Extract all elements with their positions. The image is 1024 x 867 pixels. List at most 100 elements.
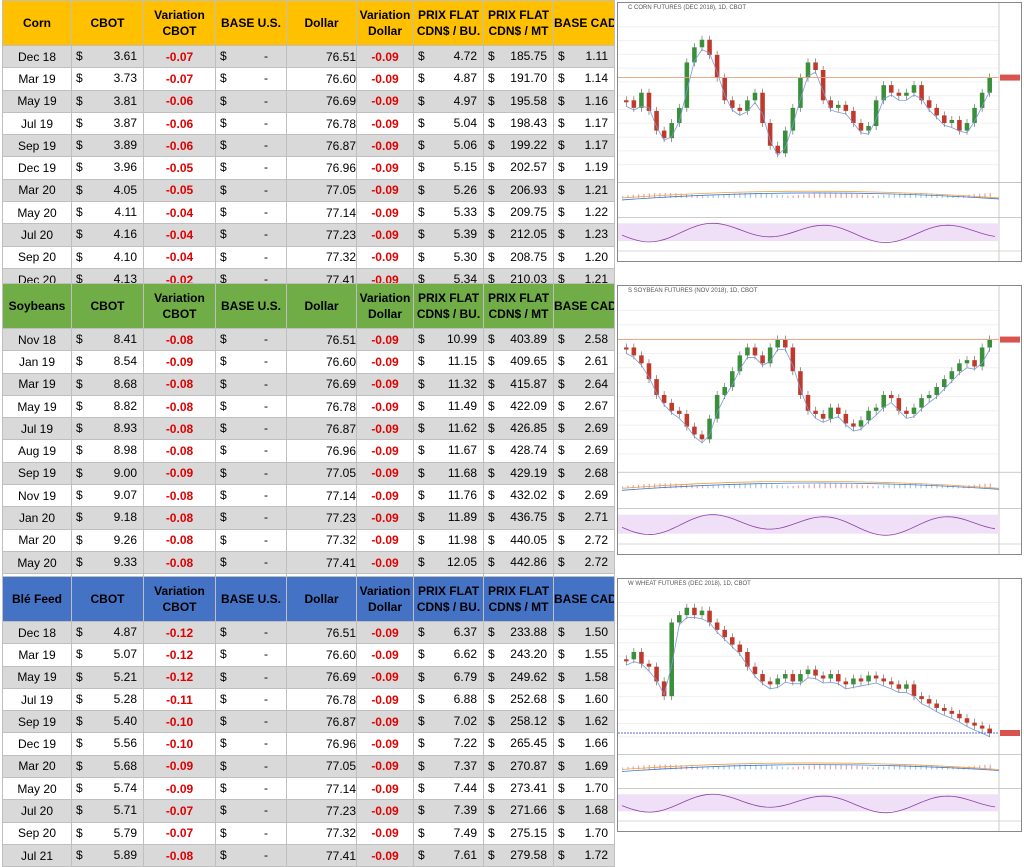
currency-symbol: $ <box>558 332 565 346</box>
currency-symbol: $ <box>558 49 565 63</box>
currency-symbol: $ <box>220 115 227 130</box>
col-variation-dollar: Variation Dollar <box>356 283 414 329</box>
table-row: Dec 19 $3.96 -0.05 $ -76.96 -0.09 $5.15 $202.57… <box>2 156 615 180</box>
currency-symbol: $ <box>220 758 227 773</box>
contract-month: Jan 19 <box>2 350 72 374</box>
base-us-value: - <box>264 554 268 569</box>
soybean-futures-chart[interactable]: S SOYBEAN FUTURES (NOV 2018), 1D, CBOT <box>617 285 1022 555</box>
corn-chart-svg <box>618 3 1021 261</box>
currency-symbol: $ <box>418 532 425 547</box>
variation-cbot: -0.11 <box>143 687 216 712</box>
table-row: May 19 $3.81 -0.06 $ -76.69 -0.09 $4.97 $195.58… <box>2 89 615 113</box>
base-us-value: - <box>264 271 268 286</box>
prix-flat-bu-value: 11.89 <box>447 510 477 525</box>
contract-month: Dec 19 <box>2 156 72 180</box>
base-us-value: - <box>264 138 268 153</box>
base-cad: $1.68 <box>553 799 615 823</box>
currency-symbol: $ <box>488 532 495 547</box>
prix-flat-bu-value: 12.05 <box>446 554 477 569</box>
cbot-price: $9.18 <box>71 506 144 530</box>
base-cad-value: 1.55 <box>584 647 608 662</box>
wheat-section: Blé Feed CBOT Variation CBOT BASE U.S. D… <box>0 576 1024 867</box>
currency-symbol: $ <box>418 271 425 286</box>
base-cad: $1.58 <box>553 665 615 689</box>
base-cad-value: 2.68 <box>584 465 608 480</box>
variation-cbot: -0.12 <box>143 643 216 667</box>
currency-symbol: $ <box>558 227 565 242</box>
currency-symbol: $ <box>488 160 495 175</box>
currency-symbol: $ <box>558 398 565 413</box>
prix-flat-bu: $11.68 <box>413 461 484 486</box>
prix-flat-mt: $440.05 <box>483 528 554 552</box>
base-cad-value: 1.16 <box>584 93 608 108</box>
prix-flat-mt-value: 436.75 <box>510 510 547 525</box>
table-row: Sep 19 $5.40 -0.10 $ -76.87 -0.09 $7.02 $258.12… <box>2 710 615 734</box>
dollar-rate: 76.51 <box>286 620 357 645</box>
prix-flat-mt-value: 202.57 <box>510 160 547 175</box>
currency-symbol: $ <box>558 488 565 503</box>
base-cad-value: 2.69 <box>584 421 608 436</box>
cbot-price: $5.74 <box>71 777 144 801</box>
currency-symbol: $ <box>488 138 495 153</box>
base-us-value: - <box>264 398 268 413</box>
prix-flat-mt-value: 195.58 <box>510 93 547 108</box>
currency-symbol: $ <box>418 647 425 662</box>
currency-symbol: $ <box>220 803 227 818</box>
currency-symbol: $ <box>418 421 425 436</box>
currency-symbol: $ <box>220 465 227 480</box>
col-prix-flat-mt: PRIX FLAT CDN$ / MT <box>483 576 554 622</box>
prix-flat-mt: $209.75 <box>483 201 554 225</box>
prix-flat-mt-value: 198.43 <box>510 115 547 130</box>
currency-symbol: $ <box>418 49 425 63</box>
variation-cbot: -0.08 <box>143 528 216 552</box>
cbot-price-value: 3.61 <box>113 49 137 63</box>
prix-flat-bu: $11.62 <box>413 417 484 441</box>
dollar-rate: 76.60 <box>286 67 357 91</box>
prix-flat-bu: $11.49 <box>413 394 484 419</box>
contract-month: Mar 19 <box>2 372 72 396</box>
prix-flat-bu-value: 7.37 <box>453 758 477 773</box>
cbot-price: $8.68 <box>71 372 144 396</box>
currency-symbol: $ <box>418 354 425 369</box>
table-row: Nov 18 $8.41 -0.08 $ -76.51 -0.09 $10.99 $403.8… <box>2 327 615 352</box>
base-us: $- <box>215 777 287 801</box>
base-cad: $1.70 <box>553 777 615 801</box>
cbot-price-value: 8.82 <box>113 398 137 413</box>
currency-symbol: $ <box>488 714 495 729</box>
variation-cbot: -0.09 <box>143 777 216 801</box>
soybeans-section: Soybeans CBOT Variation CBOT BASE U.S. D… <box>0 283 1024 619</box>
corn-futures-chart[interactable]: C CORN FUTURES (DEC 2018), 1D, CBOT <box>617 2 1022 262</box>
variation-dollar: -0.09 <box>356 732 414 756</box>
cbot-price: $4.16 <box>71 223 144 247</box>
prix-flat-mt: $212.05 <box>483 223 554 247</box>
base-us: $- <box>215 156 287 180</box>
base-us-value: - <box>264 182 268 197</box>
currency-symbol: $ <box>488 354 495 369</box>
prix-flat-bu-value: 4.87 <box>453 71 477 86</box>
currency-symbol: $ <box>488 421 495 436</box>
table-row: Mar 19 $5.07 -0.12 $ -76.60 -0.09 $6.62 $243.20… <box>2 643 615 667</box>
currency-symbol: $ <box>418 669 425 684</box>
variation-cbot: -0.04 <box>143 223 216 247</box>
prix-flat-mt: $429.19 <box>483 461 554 486</box>
table-row: Sep 20 $4.10 -0.04 $ -77.32 -0.09 $5.30 $208.75… <box>2 245 615 269</box>
currency-symbol: $ <box>76 138 83 153</box>
currency-symbol: $ <box>488 758 495 773</box>
table-row: May 19 $5.21 -0.12 $ -76.69 -0.09 $6.79 $249.62… <box>2 665 615 689</box>
prix-flat-bu: $4.87 <box>413 67 484 91</box>
dollar-rate: 76.78 <box>286 394 357 419</box>
wheat-futures-chart[interactable]: W WHEAT FUTURES (DEC 2018), 1D, CBOT <box>617 578 1022 832</box>
prix-flat-bu-value: 10.99 <box>446 332 477 346</box>
cbot-price-value: 3.81 <box>113 93 137 108</box>
cbot-price-value: 9.33 <box>113 554 137 569</box>
base-us-value: - <box>264 758 268 773</box>
currency-symbol: $ <box>418 332 425 346</box>
currency-symbol: $ <box>558 758 565 773</box>
currency-symbol: $ <box>558 781 565 796</box>
variation-cbot: -0.04 <box>143 245 216 269</box>
base-cad: $1.66 <box>553 732 615 756</box>
prix-flat-bu-value: 11.62 <box>447 421 477 436</box>
base-us: $- <box>215 528 287 552</box>
base-us: $- <box>215 327 287 352</box>
cbot-price-value: 5.28 <box>113 691 137 706</box>
